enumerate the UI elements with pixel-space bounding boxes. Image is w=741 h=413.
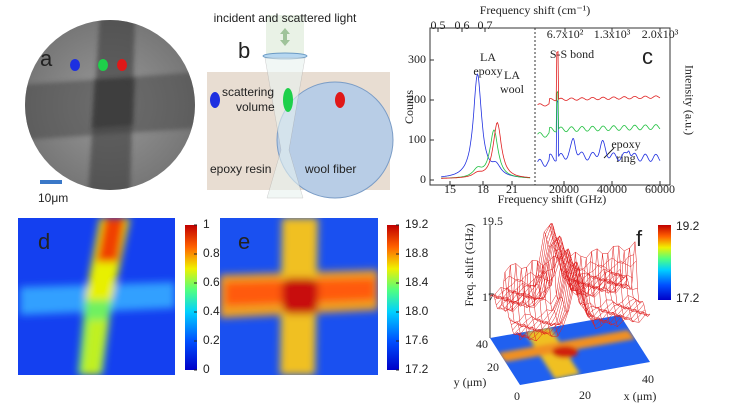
mesh-line (603, 245, 634, 323)
annotation: incident and scattered light (214, 11, 357, 25)
panel-label: a (40, 46, 53, 71)
tick-label: 20 (487, 360, 499, 374)
tick-label: 100 (408, 132, 426, 146)
colorbar-tick-label: 17.2 (676, 291, 700, 305)
tick-label: 20 (579, 388, 591, 402)
annotation: scattering (222, 85, 274, 99)
colorbar-tick-label: 1 (203, 217, 210, 231)
annotation: epoxy (611, 137, 640, 151)
annotation: LA (480, 50, 496, 64)
annotation: wool fiber (304, 162, 356, 176)
axis-title: Freq. shift (GHz) (462, 224, 476, 307)
arrow (603, 147, 615, 159)
tick-label: 19.5 (482, 214, 503, 228)
panel-label: e (238, 229, 250, 254)
axis-title: Frequency shift (GHz) (498, 192, 607, 206)
annotation: ring (616, 151, 635, 165)
colorbar-tick-label: 19.2 (405, 217, 429, 231)
axis-title: y (μm) (454, 375, 487, 389)
panel-a (25, 20, 195, 190)
mesh-line (614, 248, 645, 316)
panel-label: d (38, 229, 50, 254)
mesh-line (619, 241, 651, 317)
colorbar-tick-label: 19.2 (676, 219, 700, 233)
colorbar-tick-label: 0.4 (203, 304, 220, 318)
colorbar-tick-label: 0.8 (203, 246, 220, 260)
scale-bar-label: 10μm (38, 191, 68, 205)
panel-e (220, 218, 399, 375)
tick-label: 0 (420, 172, 426, 186)
colorbar-tick-label: 18.8 (405, 246, 429, 260)
tick-label: 21 (506, 182, 518, 196)
colorbar-tick-label: 0 (203, 362, 210, 376)
tick-label: 0.6 (455, 18, 470, 32)
spectrum (537, 50, 661, 107)
tick-label: 6.7x10² (547, 27, 584, 41)
tick-label: 200 (408, 92, 426, 106)
spectrum (537, 100, 661, 167)
tick-label: 17 (482, 290, 494, 304)
panel-b (207, 15, 394, 199)
mesh-line (493, 225, 624, 302)
annotation: epoxy resin (210, 162, 271, 176)
mesh-line (609, 250, 640, 323)
panel-label: f (636, 226, 643, 251)
axis-title: Counts (402, 90, 416, 124)
colorbar-tick-label: 18.0 (405, 304, 429, 318)
axis-title: x (μm) (624, 389, 657, 403)
panel-c (429, 27, 671, 186)
mesh-line (494, 231, 626, 302)
tick-label: 60000 (645, 182, 675, 196)
axis-title: Frequency shift (cm⁻¹) (480, 3, 591, 17)
spectrum (441, 121, 531, 179)
mesh-line (491, 222, 622, 299)
colorbar-tick-label: 17.2 (405, 362, 429, 376)
tick-label: 300 (408, 52, 426, 66)
annotation: S-S bond (550, 47, 594, 61)
tick-label: 40 (476, 337, 488, 351)
panel-d (18, 218, 197, 375)
tick-label: 2.0x10³ (642, 27, 679, 41)
axis-title: Intensity (a.u.) (682, 65, 696, 135)
colorbar-tick-label: 0.6 (203, 275, 220, 289)
colorbar-tick-label: 17.6 (405, 333, 429, 347)
tick-label: 15 (444, 182, 456, 196)
tick-label: 20000 (549, 182, 579, 196)
tick-label: 1.3x10³ (594, 27, 631, 41)
annotation: LA (504, 68, 520, 82)
colorbar-tick-label: 0.2 (203, 333, 220, 347)
mesh-line (489, 224, 621, 297)
panel-f (489, 222, 671, 385)
panel-label: b (238, 38, 250, 63)
spectrum (441, 129, 531, 179)
tick-label: 40 (642, 372, 654, 386)
annotation: volume (236, 100, 275, 114)
tick-label: 0 (514, 389, 520, 403)
tick-label: 40000 (597, 182, 627, 196)
annotation: wool (500, 82, 525, 96)
tick-label: 18 (477, 182, 489, 196)
colorbar-tick-label: 18.4 (405, 275, 429, 289)
annotation: epoxy (473, 64, 502, 78)
tick-label: 0.5 (431, 18, 446, 32)
spectrum (537, 90, 661, 138)
mesh-line (504, 241, 636, 273)
tick-label: 0.7 (478, 18, 493, 32)
panel-label: c (642, 44, 653, 69)
